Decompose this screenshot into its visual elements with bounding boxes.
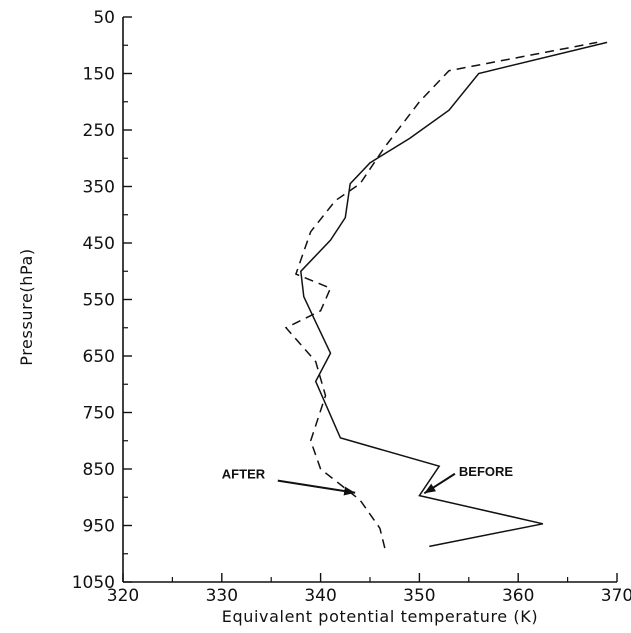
series-line-after xyxy=(284,41,598,549)
y-tick-label: 650 xyxy=(83,347,115,367)
y-tick-label: 750 xyxy=(83,404,115,424)
x-tick-label: 370 xyxy=(601,586,631,606)
y-tick-label: 550 xyxy=(83,291,115,311)
axes xyxy=(122,17,617,583)
y-tick-label: 150 xyxy=(83,65,115,85)
x-tick-label: 340 xyxy=(304,586,336,606)
annotation-arrowhead xyxy=(343,486,356,496)
y-tick-label: 350 xyxy=(83,178,115,198)
annotation-label-before: BEFORE xyxy=(459,464,514,479)
plot-area xyxy=(284,41,608,549)
series-line-before xyxy=(300,41,608,548)
y-tick-label: 950 xyxy=(83,517,115,537)
y-tick-label: 50 xyxy=(93,8,115,28)
y-tick-label: 450 xyxy=(83,234,115,254)
y-tick-label: 850 xyxy=(83,460,115,480)
annotations: AFTER BEFORE xyxy=(222,464,514,496)
y-axis-title: Pressure(hPa) xyxy=(17,248,36,365)
annotation-arrow-line xyxy=(277,479,356,494)
x-tick-label: 350 xyxy=(403,586,435,606)
annotation-label-after: AFTER xyxy=(222,467,266,482)
annotation-arrowhead xyxy=(424,483,436,494)
y-tick-label: 250 xyxy=(83,121,115,141)
x-tick-label: 360 xyxy=(502,586,534,606)
y-tick-label: 1050 xyxy=(72,573,115,593)
x-axis-title: Equivalent potential temperature (K) xyxy=(222,607,538,626)
x-tick-label: 330 xyxy=(206,586,238,606)
x-tick-label: 320 xyxy=(107,586,139,606)
